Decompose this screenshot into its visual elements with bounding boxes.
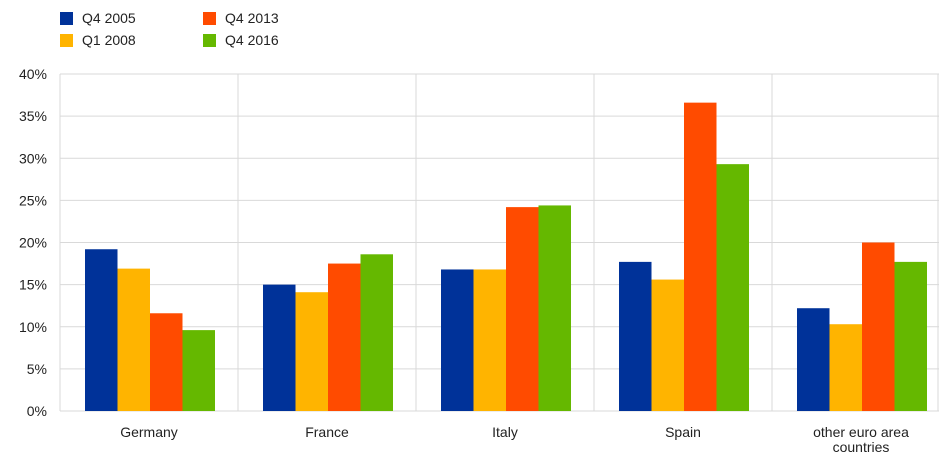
y-tick-label: 35%	[19, 108, 47, 124]
bar	[328, 263, 361, 411]
legend-item-q4-2005: Q4 2005	[60, 10, 136, 26]
x-axis-labels: Germany France Italy Spain other euro area co…	[120, 424, 909, 452]
bar	[506, 207, 539, 411]
y-tick-label: 20%	[19, 235, 47, 251]
y-tick-label: 30%	[19, 150, 47, 166]
bar	[619, 261, 652, 411]
legend-label: Q1 2008	[82, 32, 136, 48]
bar	[862, 242, 895, 411]
bar	[150, 313, 183, 411]
bar	[263, 284, 296, 411]
bar	[473, 269, 506, 411]
legend-swatch	[203, 11, 216, 25]
x-tick-label: other euro area countries	[813, 424, 909, 452]
bar	[360, 254, 393, 411]
bar	[538, 205, 571, 411]
bar	[85, 249, 118, 411]
legend-item-q4-2013: Q4 2013	[203, 10, 279, 26]
bar	[684, 102, 717, 412]
legend-item-q1-2008: Q1 2008	[60, 32, 136, 48]
y-axis-ticks: 0% 5% 10% 15% 20% 25% 30% 35% 40%	[19, 66, 47, 419]
x-tick-label: Italy	[492, 424, 518, 440]
legend-swatch	[203, 33, 216, 47]
bar	[716, 164, 749, 411]
bar	[117, 268, 150, 411]
bar	[295, 292, 328, 411]
legend-label: Q4 2016	[225, 32, 279, 48]
legend: Q4 2005 Q1 2008 Q4 2013 Q4 2016	[60, 10, 340, 52]
bar	[797, 308, 830, 411]
legend-label: Q4 2005	[82, 10, 136, 26]
y-tick-label: 15%	[19, 277, 47, 293]
x-tick-label: France	[305, 424, 349, 440]
legend-swatch	[60, 11, 73, 25]
bar	[441, 269, 474, 411]
legend-swatch	[60, 33, 73, 47]
y-tick-label: 25%	[19, 192, 47, 208]
bar	[651, 279, 684, 411]
x-tick-label: Germany	[120, 424, 178, 440]
y-tick-label: 10%	[19, 319, 47, 335]
legend-item-q4-2016: Q4 2016	[203, 32, 279, 48]
bar	[829, 324, 862, 411]
x-tick-label: Spain	[665, 424, 701, 440]
legend-label: Q4 2013	[225, 10, 279, 26]
y-tick-label: 40%	[19, 66, 47, 82]
bar	[894, 261, 927, 411]
y-tick-label: 0%	[27, 403, 47, 419]
y-tick-label: 5%	[27, 361, 47, 377]
bars	[85, 102, 927, 412]
bar	[182, 330, 215, 411]
